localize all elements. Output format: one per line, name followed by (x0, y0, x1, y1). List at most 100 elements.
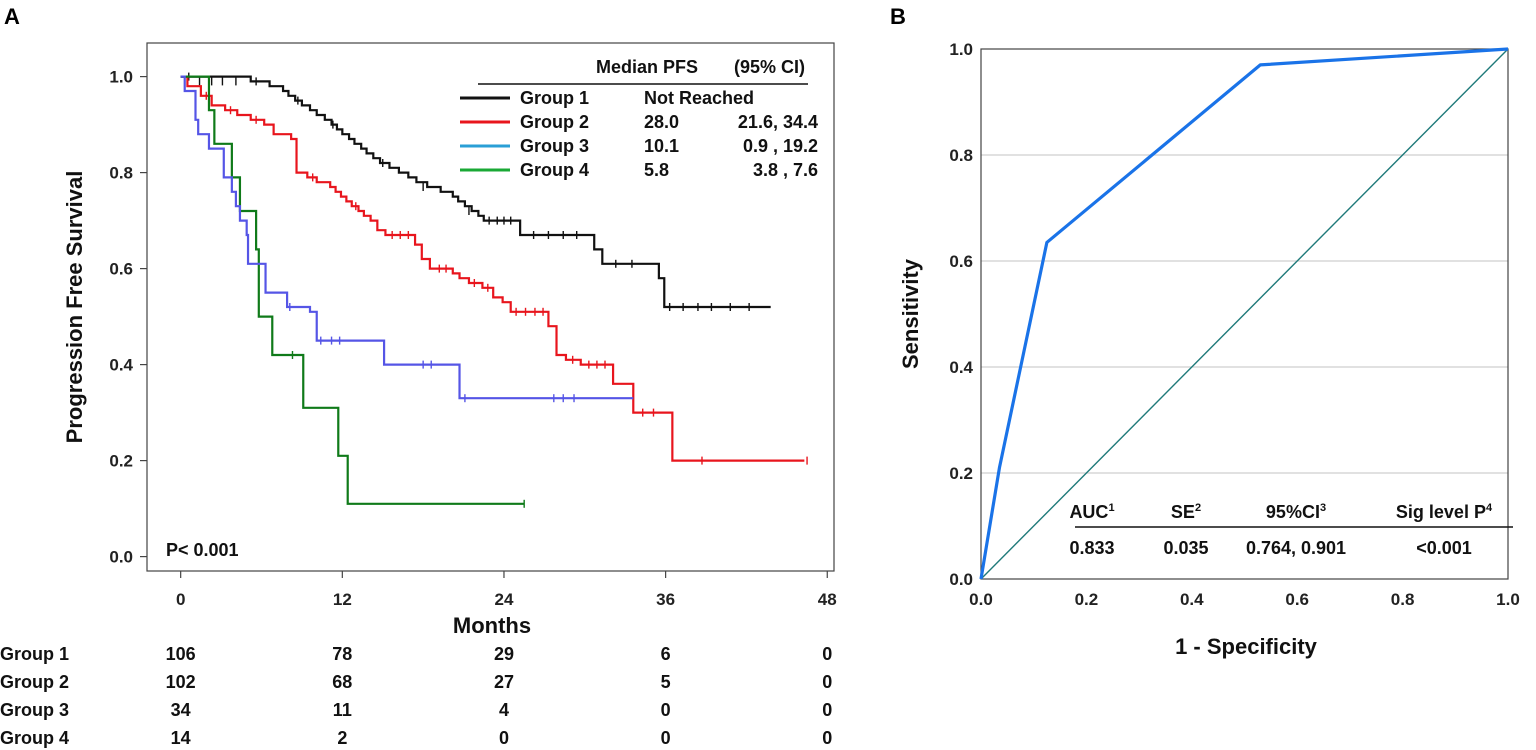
risk-cell: 29 (494, 644, 514, 664)
km-p-value: P< 0.001 (166, 540, 239, 560)
km-x-tick-label: 24 (495, 590, 514, 609)
stats-header-sup: 3 (1320, 502, 1326, 514)
stats-header-base: SE (1171, 502, 1195, 522)
roc-gridlines (981, 154, 1508, 474)
km-y-tick-label: 1.0 (109, 68, 133, 87)
roc-x-tick-label: 0.0 (969, 590, 993, 609)
km-x-axis-title: Months (453, 613, 531, 638)
km-plot-frame (146, 42, 835, 572)
km-curve-group-1 (180, 75, 771, 309)
roc-x-tick-label: 1.0 (1496, 590, 1520, 609)
roc-x-tick-label: 0.6 (1285, 590, 1309, 609)
risk-cell: 0 (822, 672, 832, 692)
legend-ci: 0.9 , 19.2 (743, 136, 818, 156)
stats-header-base: AUC (1069, 502, 1108, 522)
legend-median: 5.8 (644, 160, 669, 180)
km-series-2 (180, 75, 808, 465)
stats-header-base: Sig level P (1396, 502, 1486, 522)
roc-curves (979, 47, 1509, 580)
km-x-tick-label: 36 (656, 590, 675, 609)
risk-cell: 0 (661, 700, 671, 720)
risk-row-label: Group 3 (0, 700, 69, 720)
km-series-1 (180, 72, 771, 311)
risk-cell: 0 (499, 728, 509, 748)
risk-cell: 34 (171, 700, 191, 720)
stats-header-sup: 2 (1195, 502, 1201, 514)
km-y-tick-label: 0.6 (109, 260, 133, 279)
risk-cell: 78 (332, 644, 352, 664)
risk-cell: 11 (333, 700, 352, 720)
stats-header: SE2 (1171, 502, 1201, 522)
legend-header-ci: (95% CI) (734, 57, 805, 77)
km-x-tick-label: 12 (333, 590, 352, 609)
roc-y-tick-label: 1.0 (949, 40, 973, 59)
risk-cell: 0 (822, 700, 832, 720)
risk-cell: 106 (166, 644, 196, 664)
roc-stats-table: AUC1 SE2 95%CI3 Sig level P4 0.833 0.035 0.764… (1069, 502, 1513, 558)
km-y-tick-label: 0.2 (109, 452, 133, 471)
risk-cell: 102 (166, 672, 196, 692)
roc-y-tick-label: 0.0 (949, 570, 973, 589)
risk-cell: 68 (332, 672, 352, 692)
roc-y-axis-title: Sensitivity (898, 258, 923, 369)
km-y-tick-label: 0.8 (109, 164, 133, 183)
roc-y-tick-label: 0.4 (949, 358, 973, 377)
km-curve-group-4 (180, 75, 525, 505)
roc-reference-line (980, 48, 1509, 580)
roc-x-tick-label: 0.4 (1180, 590, 1204, 609)
stats-value: 0.035 (1163, 538, 1208, 558)
stats-header: 95%CI3 (1266, 502, 1326, 522)
roc-x-tick-label: 0.8 (1391, 590, 1415, 609)
legend-header-median: Median PFS (596, 57, 698, 77)
legend-group-label: Group 1 (520, 88, 589, 108)
risk-table: Group 1 106 78 29 6 0 Group 2 102 68 27 5 0 Group 3 3… (0, 644, 832, 748)
legend-median: 10.1 (644, 136, 679, 156)
roc-y-tick-label: 0.8 (949, 146, 973, 165)
roc-chart: 0.0 0.2 0.4 0.6 0.8 1.0 0.0 0.2 0.4 0.6 0.8 1.0 Se… (898, 40, 1520, 659)
stats-value: 0.833 (1069, 538, 1114, 558)
legend-group-label: Group 4 (520, 160, 589, 180)
roc-x-tick-label: 0.2 (1075, 590, 1099, 609)
risk-cell: 5 (661, 672, 671, 692)
km-x-tick-label: 48 (818, 590, 837, 609)
risk-cell: 6 (661, 644, 671, 664)
stats-header-base: 95%CI (1266, 502, 1320, 522)
risk-row-label: Group 1 (0, 644, 69, 664)
km-y-axis: 0.0 0.2 0.4 0.6 0.8 1.0 (109, 68, 147, 567)
legend-ci: 3.8 , 7.6 (753, 160, 818, 180)
risk-cell: 4 (499, 700, 509, 720)
risk-cell: 27 (494, 672, 514, 692)
km-y-tick-label: 0.4 (109, 356, 133, 375)
roc-y-tick-label: 0.2 (949, 464, 973, 483)
km-y-axis-title: Progression Free Survival (62, 171, 87, 444)
roc-curve (979, 47, 1509, 580)
stats-value: <0.001 (1416, 538, 1472, 558)
roc-x-axis-title: 1 - Specificity (1175, 634, 1318, 659)
stats-header: Sig level P4 (1396, 502, 1493, 522)
legend-median: 28.0 (644, 112, 679, 132)
risk-cell: 0 (661, 728, 671, 748)
risk-row-label: Group 4 (0, 728, 69, 748)
stats-header-sup: 4 (1486, 502, 1493, 514)
km-x-tick-label: 0 (176, 590, 185, 609)
legend-group-label: Group 2 (520, 112, 589, 132)
legend-group-label: Group 3 (520, 136, 589, 156)
stats-header-sup: 1 (1108, 502, 1114, 514)
legend-median: Not Reached (644, 88, 754, 108)
risk-cell: 0 (822, 728, 832, 748)
risk-row-label: Group 2 (0, 672, 69, 692)
km-chart: 0.00.20.40.60.81.0 0 12 24 36 48 Progression… (0, 42, 837, 748)
roc-y-axis: 0.0 0.2 0.4 0.6 0.8 1.0 (949, 40, 973, 589)
km-x-axis: 0 12 24 36 48 (176, 571, 837, 609)
panel-b-label: B (890, 4, 906, 29)
stats-value: 0.764, 0.901 (1246, 538, 1346, 558)
km-series-3 (180, 75, 634, 403)
roc-x-axis: 0.0 0.2 0.4 0.6 0.8 1.0 (969, 590, 1520, 609)
panel-a-label: A (4, 4, 20, 29)
stats-header: AUC1 (1069, 502, 1114, 522)
km-curve-group-3 (180, 75, 634, 400)
roc-plot-frame (980, 48, 1509, 580)
km-legend: Median PFS (95% CI) Group 1 Not Reached Gr… (460, 57, 818, 180)
km-series-4 (180, 75, 525, 508)
